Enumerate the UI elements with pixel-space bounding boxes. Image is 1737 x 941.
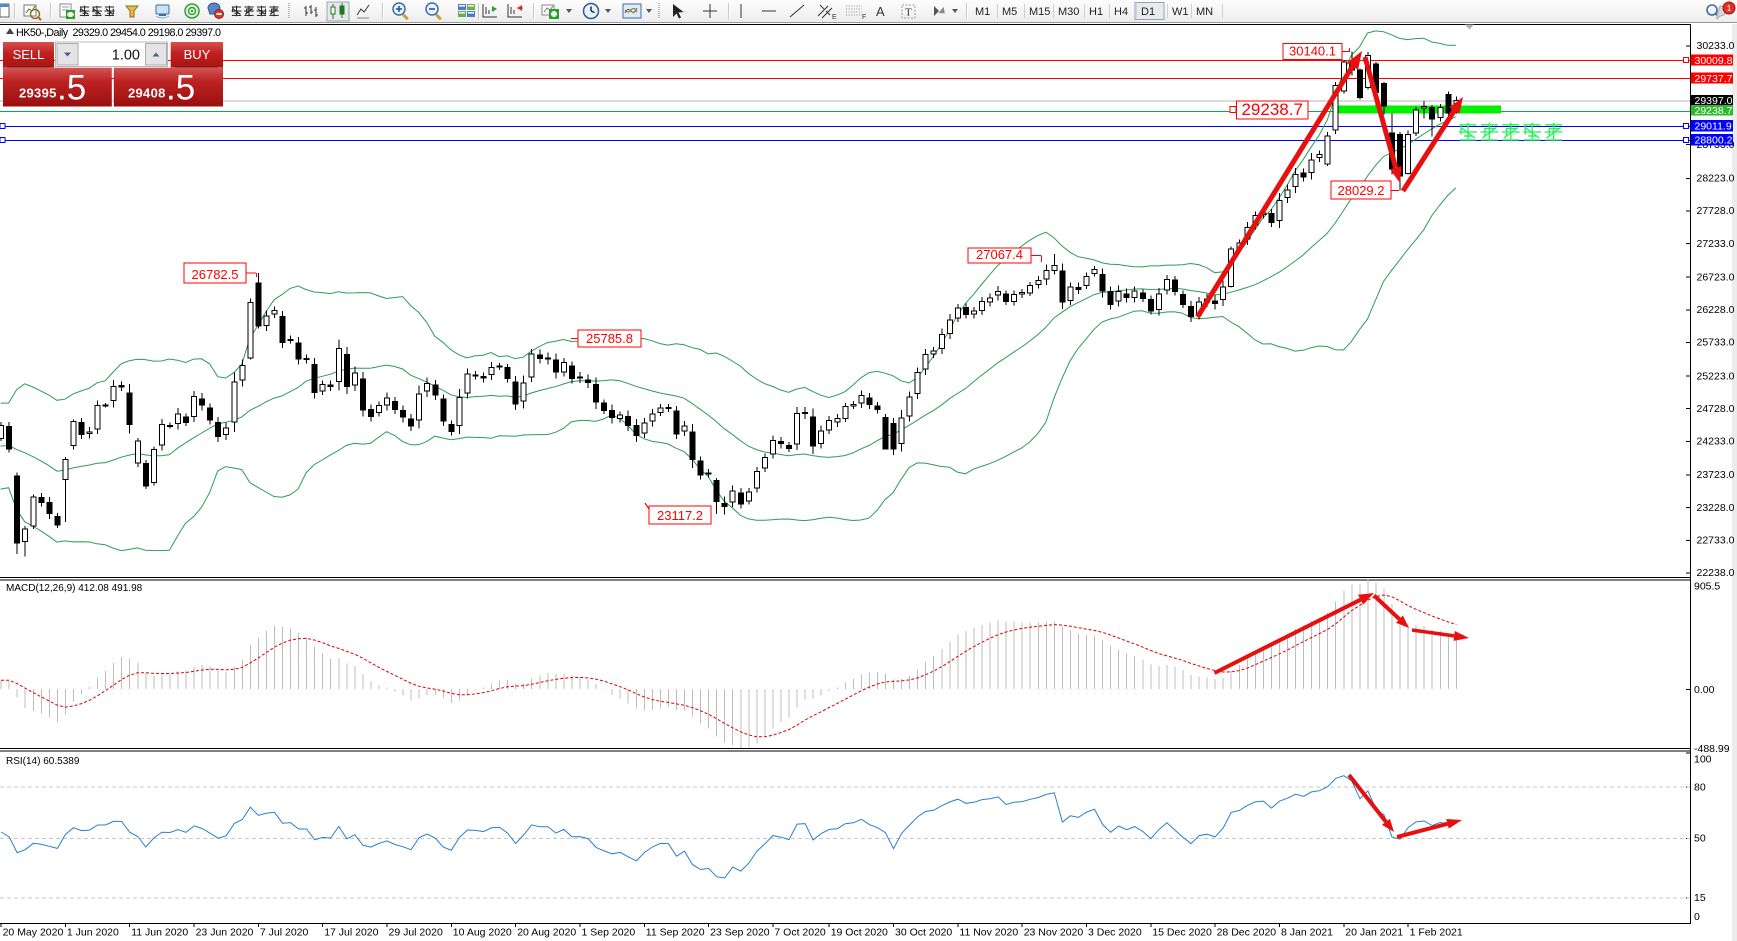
svg-text:A: A (876, 4, 885, 19)
svg-text:30009.8: 30009.8 (1695, 55, 1733, 67)
svg-text:20 Aug 2020: 20 Aug 2020 (517, 927, 576, 939)
svg-text:T: T (905, 7, 912, 19)
svg-text:10 Aug 2020: 10 Aug 2020 (453, 927, 512, 939)
svg-text:20 May 2020: 20 May 2020 (3, 927, 64, 939)
svg-text:15 Dec 2020: 15 Dec 2020 (1152, 927, 1212, 939)
svg-text:29408: 29408 (128, 86, 166, 101)
svg-text:8 Jan 2021: 8 Jan 2021 (1281, 927, 1333, 939)
svg-text:27728.0: 27728.0 (1697, 205, 1735, 217)
svg-text:0.00: 0.00 (1694, 684, 1715, 696)
svg-text:E: E (832, 14, 837, 21)
svg-text:11 Jun 2020: 11 Jun 2020 (131, 927, 188, 939)
svg-text:20 Jan 2021: 20 Jan 2021 (1345, 927, 1403, 939)
svg-text:23 Jun 2020: 23 Jun 2020 (196, 927, 254, 939)
svg-text:23 Sep 2020: 23 Sep 2020 (710, 927, 770, 939)
svg-text:H1: H1 (1089, 6, 1103, 18)
svg-text:29238.7: 29238.7 (1695, 105, 1733, 117)
svg-text:.5: .5 (57, 69, 86, 108)
svg-text:29395: 29395 (19, 86, 57, 101)
svg-text:11 Nov 2020: 11 Nov 2020 (959, 927, 1018, 939)
svg-text:RSI(14) 60.5389: RSI(14) 60.5389 (6, 756, 80, 767)
svg-text:29 Jul 2020: 29 Jul 2020 (389, 927, 443, 939)
svg-text:23117.2: 23117.2 (657, 508, 703, 523)
svg-text:27067.4: 27067.4 (976, 247, 1023, 262)
svg-text:29737.7: 29737.7 (1695, 73, 1733, 85)
svg-text:11 Sep 2020: 11 Sep 2020 (646, 927, 705, 939)
svg-text:1: 1 (1727, 3, 1732, 13)
svg-text:25785.8: 25785.8 (586, 331, 633, 346)
svg-text:28223.0: 28223.0 (1697, 173, 1735, 185)
svg-text:23228.0: 23228.0 (1697, 502, 1735, 514)
svg-text:1 Jun 2020: 1 Jun 2020 (67, 927, 119, 939)
svg-text:7 Oct 2020: 7 Oct 2020 (774, 927, 826, 939)
svg-text:W1: W1 (1172, 6, 1189, 18)
svg-text:1 Sep 2020: 1 Sep 2020 (582, 927, 636, 939)
svg-text:H4: H4 (1114, 6, 1128, 18)
svg-text:30 Oct 2020: 30 Oct 2020 (895, 927, 952, 939)
svg-text:25733.0: 25733.0 (1697, 337, 1735, 349)
svg-text:28029.2: 28029.2 (1338, 183, 1385, 198)
svg-text:1.00: 1.00 (112, 48, 140, 64)
svg-text:F: F (862, 14, 866, 21)
svg-text:24233.0: 24233.0 (1697, 436, 1735, 448)
svg-text:100: 100 (1694, 754, 1712, 766)
svg-text:15: 15 (1694, 892, 1706, 904)
svg-text:24728.0: 24728.0 (1697, 403, 1735, 415)
svg-text:MACD(12,26,9) 412.08 491.98: MACD(12,26,9) 412.08 491.98 (6, 583, 143, 594)
svg-text:7 Jul 2020: 7 Jul 2020 (260, 927, 309, 939)
svg-text:29011.9: 29011.9 (1695, 121, 1732, 133)
svg-text:SELL: SELL (13, 47, 45, 62)
svg-text:28800.2: 28800.2 (1695, 135, 1733, 147)
svg-text:22733.0: 22733.0 (1697, 535, 1735, 547)
svg-text:1 Feb 2021: 1 Feb 2021 (1410, 927, 1463, 939)
svg-text:26782.5: 26782.5 (192, 267, 239, 282)
svg-text:30233.0: 30233.0 (1697, 40, 1735, 52)
svg-text:.5: .5 (166, 69, 195, 108)
svg-text:M30: M30 (1058, 6, 1079, 18)
svg-text:30140.1: 30140.1 (1289, 44, 1336, 59)
svg-text:23 Nov 2020: 23 Nov 2020 (1024, 927, 1084, 939)
svg-text:22238.0: 22238.0 (1697, 567, 1735, 579)
svg-text:25223.0: 25223.0 (1697, 370, 1735, 382)
svg-text:M1: M1 (975, 6, 990, 18)
svg-text:905.5: 905.5 (1694, 581, 1720, 593)
svg-text:28 Dec 2020: 28 Dec 2020 (1217, 927, 1277, 939)
svg-text:M15: M15 (1029, 6, 1050, 18)
svg-text:3 Dec 2020: 3 Dec 2020 (1088, 927, 1142, 939)
svg-text:26228.0: 26228.0 (1697, 304, 1735, 316)
svg-text:MN: MN (1196, 6, 1213, 18)
svg-text:29238.7: 29238.7 (1241, 100, 1302, 119)
svg-text:80: 80 (1694, 781, 1706, 793)
svg-text:HK50-,Daily 29329.0 29454.0 2: HK50-,Daily 29329.0 29454.0 29198.0 2939… (16, 27, 221, 39)
svg-text:17 Jul 2020: 17 Jul 2020 (324, 927, 378, 939)
svg-text:D1: D1 (1141, 6, 1155, 18)
svg-text:BUY: BUY (184, 47, 211, 62)
svg-text:26723.0: 26723.0 (1697, 271, 1735, 283)
svg-text:29397.0: 29397.0 (1695, 95, 1733, 107)
svg-text:27233.0: 27233.0 (1697, 238, 1735, 250)
svg-text:-488.99: -488.99 (1694, 743, 1730, 755)
svg-text:0: 0 (1694, 911, 1700, 923)
svg-text:50: 50 (1694, 833, 1706, 845)
svg-text:19 Oct 2020: 19 Oct 2020 (831, 927, 888, 939)
svg-text:23723.0: 23723.0 (1697, 469, 1735, 481)
svg-text:M5: M5 (1002, 6, 1017, 18)
